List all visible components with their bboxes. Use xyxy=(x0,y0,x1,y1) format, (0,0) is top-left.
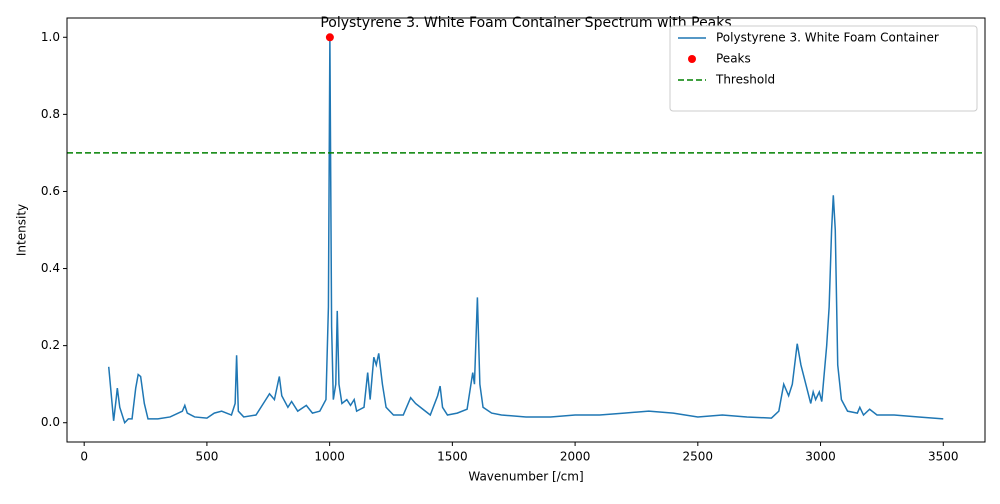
x-tick-label: 3500 xyxy=(928,450,959,464)
y-axis-label: Intensity xyxy=(15,204,29,256)
legend-label: Polystyrene 3. White Foam Container xyxy=(716,31,939,45)
y-tick-label: 0.0 xyxy=(41,415,60,429)
chart-title: Polystyrene 3. White Foam Container Spec… xyxy=(320,15,731,31)
spectrum-line xyxy=(107,37,944,425)
legend-label: Peaks xyxy=(716,52,751,66)
x-axis-label: Wavenumber [/cm] xyxy=(468,470,583,484)
plot-frame xyxy=(66,17,986,443)
y-tick-label: 0.2 xyxy=(41,338,60,352)
x-tick-label: 500 xyxy=(195,450,218,464)
y-tick-label: 1.0 xyxy=(41,30,60,44)
x-tick-label: 0 xyxy=(80,450,88,464)
y-tick-label: 0.4 xyxy=(41,261,60,275)
legend-box xyxy=(669,25,978,112)
y-tick-label: 0.8 xyxy=(41,107,60,121)
x-tick-label: 3000 xyxy=(805,450,836,464)
x-tick-label: 1500 xyxy=(437,450,468,464)
legend-label: Threshold xyxy=(715,73,775,87)
x-tick-label: 1000 xyxy=(314,450,345,464)
x-tick-label: 2500 xyxy=(683,450,714,464)
legend-point-swatch xyxy=(688,55,696,63)
y-tick-label: 0.6 xyxy=(41,184,60,198)
x-tick-label: 2000 xyxy=(560,450,591,464)
peak-point xyxy=(325,33,334,42)
